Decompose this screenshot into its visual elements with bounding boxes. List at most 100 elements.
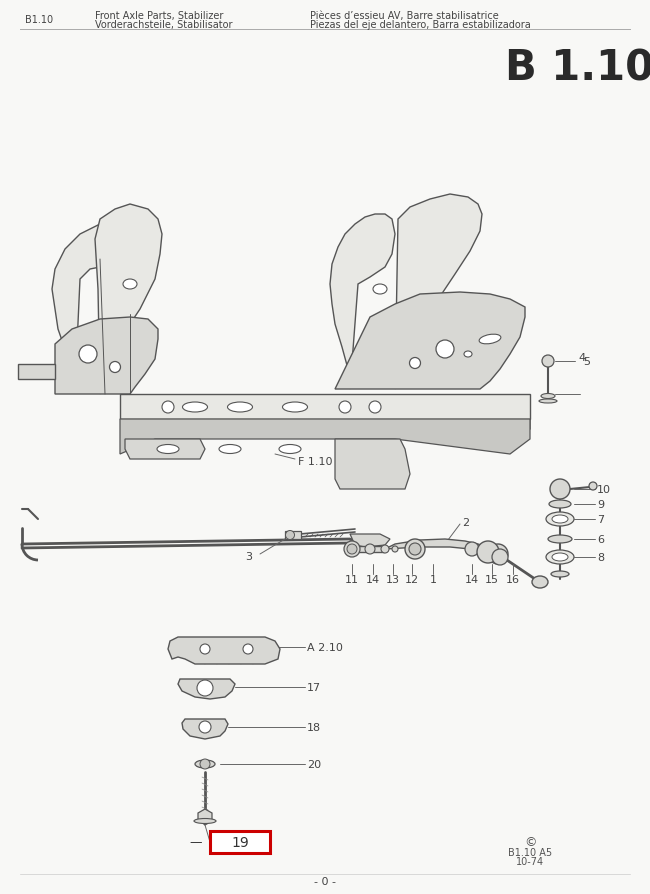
Circle shape [477, 542, 499, 563]
Text: 4: 4 [578, 352, 585, 363]
Ellipse shape [183, 402, 207, 412]
Ellipse shape [195, 760, 215, 768]
Ellipse shape [373, 284, 387, 295]
Circle shape [410, 358, 421, 369]
Bar [210, 831, 270, 853]
Ellipse shape [157, 445, 179, 454]
Ellipse shape [551, 571, 569, 578]
Circle shape [200, 759, 210, 769]
Polygon shape [352, 546, 384, 552]
Ellipse shape [549, 501, 571, 509]
Text: 12: 12 [405, 574, 419, 585]
Polygon shape [198, 809, 212, 825]
Text: 13: 13 [386, 574, 400, 585]
Text: B1.10: B1.10 [25, 15, 53, 25]
Bar [285, 531, 301, 539]
Text: 18: 18 [307, 722, 321, 732]
Circle shape [344, 542, 360, 557]
Text: 14: 14 [366, 574, 380, 585]
Circle shape [589, 483, 597, 491]
Circle shape [197, 680, 213, 696]
Circle shape [392, 546, 398, 552]
Circle shape [436, 341, 454, 358]
Circle shape [405, 539, 425, 560]
Text: 3: 3 [245, 552, 252, 561]
Polygon shape [125, 440, 205, 460]
Ellipse shape [464, 351, 472, 358]
Circle shape [200, 645, 210, 654]
Ellipse shape [219, 445, 241, 454]
Ellipse shape [194, 819, 216, 823]
Text: 17: 17 [307, 682, 321, 692]
Text: 2: 2 [462, 518, 469, 527]
Polygon shape [120, 394, 530, 419]
Polygon shape [55, 317, 158, 394]
Circle shape [243, 645, 253, 654]
Ellipse shape [552, 516, 568, 523]
Circle shape [162, 401, 174, 414]
Circle shape [381, 545, 389, 553]
Polygon shape [350, 535, 390, 547]
Circle shape [465, 543, 479, 556]
Polygon shape [335, 440, 410, 489]
Polygon shape [385, 539, 500, 560]
Polygon shape [168, 637, 280, 664]
Ellipse shape [539, 400, 557, 403]
Polygon shape [95, 205, 162, 394]
Text: 14: 14 [465, 574, 479, 585]
Circle shape [488, 544, 508, 564]
Polygon shape [125, 419, 530, 444]
Ellipse shape [548, 536, 572, 544]
Polygon shape [335, 292, 525, 390]
Polygon shape [52, 220, 130, 390]
Circle shape [492, 550, 508, 565]
Text: 16: 16 [506, 574, 520, 585]
Circle shape [339, 401, 351, 414]
Text: 9: 9 [597, 500, 604, 510]
Ellipse shape [552, 553, 568, 561]
Text: —: — [190, 836, 202, 848]
Ellipse shape [532, 577, 548, 588]
Circle shape [285, 531, 294, 540]
Text: 10: 10 [597, 485, 611, 494]
Ellipse shape [546, 512, 574, 527]
Text: 6: 6 [597, 535, 604, 544]
Circle shape [365, 544, 375, 554]
Circle shape [409, 544, 421, 555]
Text: 15: 15 [485, 574, 499, 585]
Text: Front Axle Parts, Stabilizer: Front Axle Parts, Stabilizer [95, 11, 224, 21]
Circle shape [109, 362, 120, 373]
Text: 11: 11 [345, 574, 359, 585]
Text: Vorderachsteile, Stabilisator: Vorderachsteile, Stabilisator [95, 20, 233, 30]
Ellipse shape [546, 551, 574, 564]
Text: ©: © [524, 836, 536, 848]
Circle shape [347, 544, 357, 554]
Text: 10-74: 10-74 [516, 856, 544, 866]
Text: B 1.10: B 1.10 [506, 47, 650, 89]
Text: Pièces d’essieu AV, Barre stabilisatrice: Pièces d’essieu AV, Barre stabilisatrice [310, 11, 499, 21]
Text: 1: 1 [430, 574, 437, 585]
Polygon shape [395, 195, 482, 390]
Circle shape [79, 346, 97, 364]
Ellipse shape [123, 280, 137, 290]
Text: 7: 7 [597, 514, 604, 525]
Polygon shape [182, 719, 228, 739]
Text: A 2.10: A 2.10 [307, 642, 343, 653]
Text: 20: 20 [307, 759, 321, 769]
Circle shape [369, 401, 381, 414]
Ellipse shape [283, 402, 307, 412]
Text: 5: 5 [583, 357, 590, 367]
Polygon shape [330, 215, 395, 390]
Circle shape [199, 721, 211, 733]
Text: - 0 -: - 0 - [314, 876, 336, 886]
Text: 19: 19 [231, 835, 249, 849]
Text: 8: 8 [597, 552, 604, 562]
Ellipse shape [541, 394, 555, 399]
Ellipse shape [279, 445, 301, 454]
Polygon shape [178, 679, 235, 699]
Text: B1.10 A5: B1.10 A5 [508, 847, 552, 857]
Circle shape [550, 479, 570, 500]
Polygon shape [120, 419, 530, 454]
Text: Piezas del eje delantero, Barra estabilizadora: Piezas del eje delantero, Barra estabili… [310, 20, 531, 30]
Circle shape [542, 356, 554, 367]
